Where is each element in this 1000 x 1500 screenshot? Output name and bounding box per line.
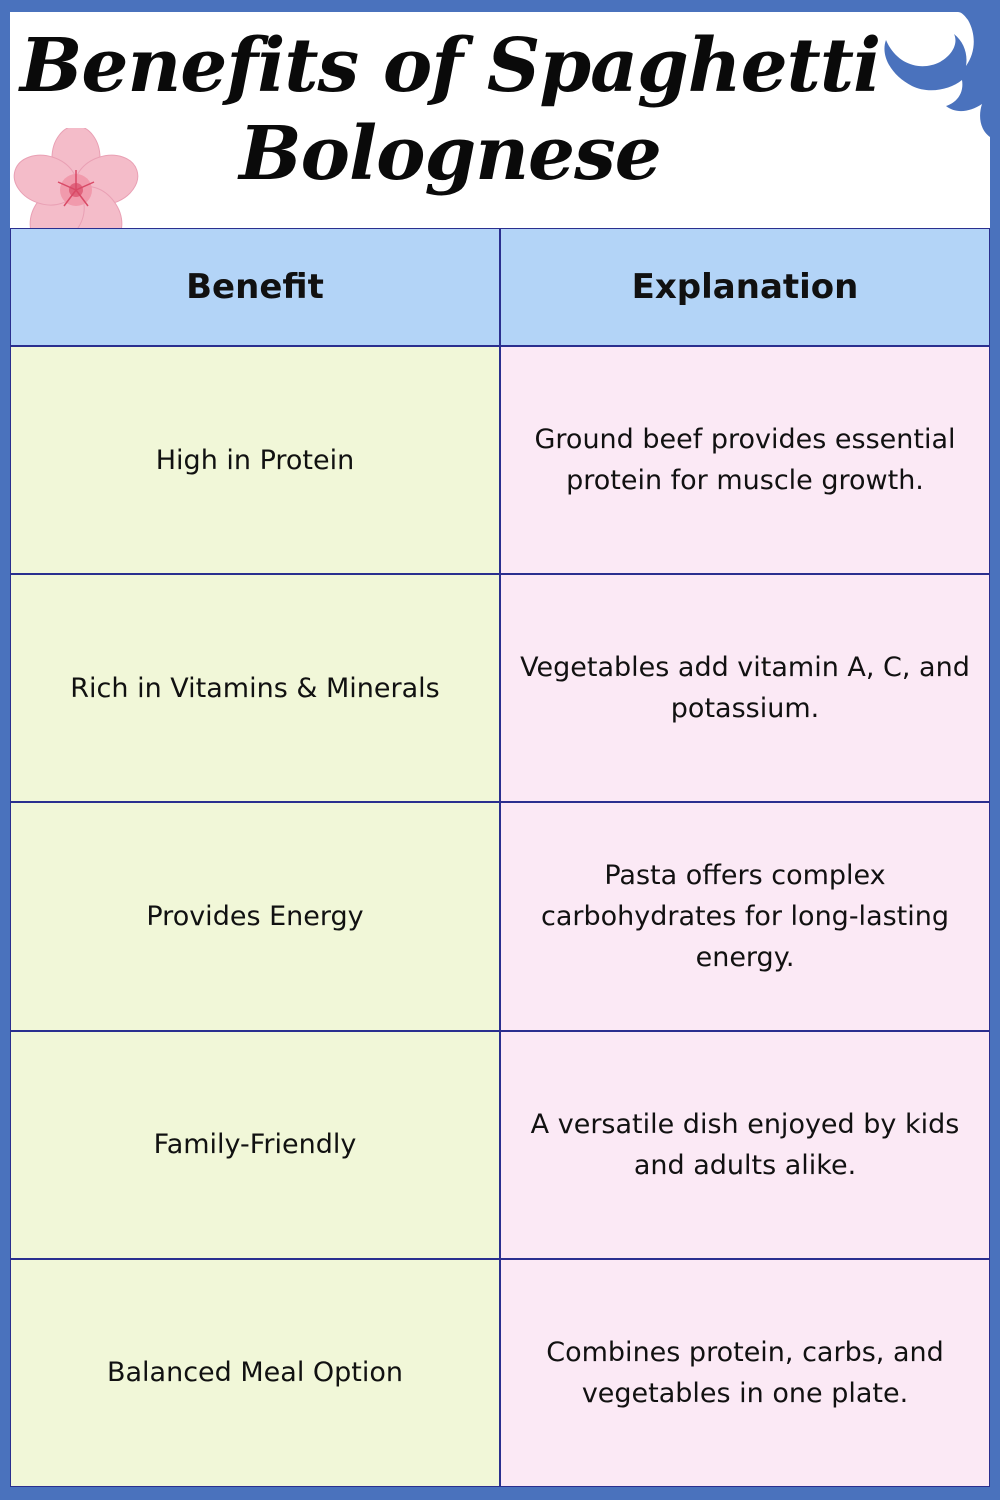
- explanation-cell: A versatile dish enjoyed by kids and adu…: [500, 1030, 990, 1259]
- wave-swirl-icon: [884, 12, 990, 137]
- title-line-1: Benefits of Spaghetti: [19, 23, 881, 109]
- title-line-2: Bolognese: [239, 111, 662, 197]
- explanation-cell: Combines protein, carbs, and vegetables …: [500, 1258, 990, 1487]
- benefit-cell: Provides Energy: [10, 802, 500, 1031]
- explanation-cell: Pasta offers complex carbohydrates for l…: [500, 802, 990, 1031]
- header-benefit: Benefit: [10, 228, 500, 346]
- benefits-table: Benefit Explanation High in Protein Grou…: [10, 228, 990, 1487]
- benefit-cell: Balanced Meal Option: [10, 1258, 500, 1487]
- benefit-cell: Rich in Vitamins & Minerals: [10, 574, 500, 803]
- page-title: Benefits of Spaghetti Bolognese: [10, 22, 890, 198]
- header-explanation: Explanation: [500, 228, 990, 346]
- explanation-cell: Ground beef provides essential protein f…: [500, 346, 990, 575]
- explanation-cell: Vegetables add vitamin A, C, and potassi…: [500, 574, 990, 803]
- title-panel: Benefits of Spaghetti Bolognese: [10, 12, 990, 228]
- benefit-cell: Family-Friendly: [10, 1030, 500, 1259]
- benefit-cell: High in Protein: [10, 346, 500, 575]
